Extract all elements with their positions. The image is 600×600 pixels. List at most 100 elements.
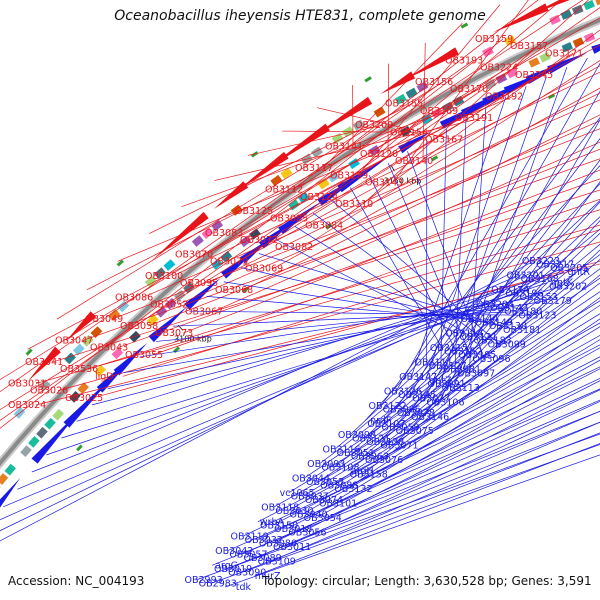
leader-line <box>365 165 600 421</box>
leader-line <box>117 178 600 348</box>
gene-label: OB3071 <box>380 441 418 452</box>
leader-line <box>394 138 600 410</box>
cog-block <box>38 379 51 392</box>
gene-label: OB3091 <box>427 379 465 390</box>
leader-line <box>211 410 600 566</box>
leader-line <box>378 232 600 443</box>
gene-label: OB3059 <box>381 423 419 434</box>
cog-block <box>108 309 121 321</box>
cog-block <box>560 9 573 20</box>
leader-line <box>177 120 600 305</box>
gene-label: OB3217 <box>536 260 574 271</box>
leader-line <box>149 103 414 234</box>
leader-line <box>214 117 484 181</box>
leader-line <box>232 17 600 234</box>
gene-label: OB3037 <box>291 491 329 502</box>
leader-line <box>56 81 444 320</box>
gene-label: OB3063 <box>351 452 389 463</box>
leader-line <box>357 4 501 176</box>
genome-rings <box>0 15 600 470</box>
leader-line <box>212 141 600 313</box>
marker-tick <box>116 259 124 267</box>
gene-label: OB3123 <box>518 310 556 321</box>
cog-block <box>572 37 585 48</box>
gene-label: OB3052 <box>150 300 188 311</box>
gene-label: OB3183 <box>473 336 511 347</box>
leader-line <box>35 263 600 406</box>
gene-label: OB3224 <box>480 63 518 74</box>
gene-label: OB3098 <box>338 430 376 441</box>
gene-label: OB3153 <box>519 292 557 303</box>
leader-line <box>46 282 548 456</box>
leader-line <box>107 296 532 390</box>
gene-label: OB3196 <box>505 289 543 300</box>
cog-block <box>201 227 214 240</box>
leader-line <box>189 310 531 316</box>
leader-line <box>317 291 600 483</box>
gene-label: OB3082 <box>275 242 313 253</box>
gene-label: OB3018 <box>274 524 312 535</box>
gene-label: OB3141 <box>325 142 363 153</box>
forward-gene-arrow <box>309 96 373 139</box>
cog-block <box>506 67 519 79</box>
leader-line <box>0 260 535 542</box>
gene-label: OB3056 <box>288 528 326 539</box>
gene-label: OB3107 <box>367 419 405 430</box>
leader-line <box>223 281 487 323</box>
leader-line <box>392 0 529 183</box>
leader-line <box>297 7 600 219</box>
gene-label: OB3030 <box>275 506 313 517</box>
cog-block <box>94 364 106 377</box>
leader-line <box>269 421 600 562</box>
gene-label: OB3073 <box>155 328 193 339</box>
gene-label: OB3185 <box>458 350 496 361</box>
gene-label: OB3114 <box>445 328 483 339</box>
leader-line <box>181 110 449 207</box>
gene-label: OB3058 <box>120 321 158 332</box>
cog-block <box>595 0 600 6</box>
cog-block <box>111 347 124 360</box>
marker-tick <box>76 444 83 452</box>
leader-line <box>332 304 600 486</box>
cog-block <box>0 473 9 485</box>
leader-line <box>395 57 588 392</box>
leader-line <box>349 200 600 436</box>
leader-line <box>256 377 600 541</box>
gene-label: OB3125 <box>235 206 273 217</box>
leader-line <box>440 128 447 367</box>
gene-label: OB3170 <box>450 84 488 95</box>
cog-block <box>154 267 166 279</box>
leader-line <box>86 88 479 291</box>
leader-line <box>0 60 474 393</box>
gene-label: OB3051 <box>337 448 375 459</box>
forward-gene-arrow <box>404 47 459 80</box>
gene-label: OB3146 <box>411 412 449 423</box>
gene-label: OB3089 <box>243 553 281 564</box>
gene-label: OB3140 <box>395 156 433 167</box>
leader-line <box>334 228 600 450</box>
gene-label: OB3144 <box>460 314 498 325</box>
leader-line <box>303 277 600 479</box>
genome-summary: Topology: circular; Length: 3,630,528 bp… <box>262 574 592 588</box>
gene-label: OB3132 <box>334 484 372 495</box>
cog-block <box>249 228 261 240</box>
leader-line <box>273 322 600 508</box>
leader-line <box>302 313 600 497</box>
leader-line <box>247 124 384 156</box>
leader-line <box>227 388 600 552</box>
gene-label: OB3145 <box>398 390 436 401</box>
gene-label: OB3024 <box>8 400 46 411</box>
gene-label: OB3120 <box>360 149 398 160</box>
gene-label: OB3139 <box>330 170 368 181</box>
cog-block <box>52 408 64 421</box>
cog-block <box>394 93 407 105</box>
forward-gene-arrow <box>236 151 289 192</box>
gene-label: OB3081 <box>443 365 481 376</box>
leader-line <box>152 198 600 356</box>
gene-label: OB3072 <box>240 235 278 246</box>
gene-label: OB3077 <box>412 394 450 405</box>
gene-label: OB3054 <box>304 513 342 524</box>
gene-label: OB3155 <box>385 99 423 110</box>
leader-line <box>288 300 600 494</box>
